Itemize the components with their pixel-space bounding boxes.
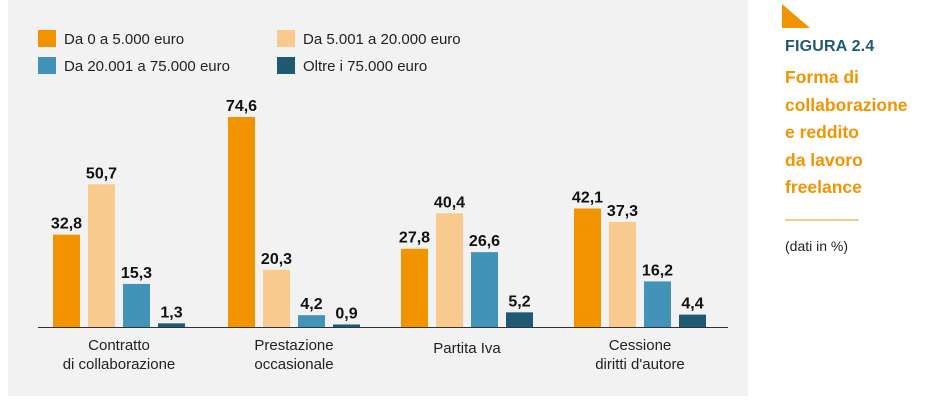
data-label: 74,6 — [226, 98, 257, 115]
data-label: 27,8 — [399, 230, 430, 247]
data-label: 37,3 — [607, 203, 638, 220]
figure-caption: FIGURA 2.4 Forma di collaborazione e red… — [782, 0, 940, 400]
data-label: 4,4 — [681, 296, 703, 313]
bar — [574, 208, 601, 327]
legend-swatch — [38, 30, 56, 47]
figure-title-line: freelance — [785, 177, 862, 197]
chart-panel: Da 0 a 5.000 euro Da 5.001 a 20.000 euro D… — [8, 0, 748, 396]
bar — [644, 281, 671, 327]
figure-title-line: collaborazione — [785, 94, 908, 115]
legend-swatch — [277, 57, 295, 74]
data-label: 32,8 — [51, 216, 82, 233]
legend-label: Da 0 a 5.000 euro — [64, 31, 184, 48]
bar — [123, 283, 150, 327]
bar — [88, 184, 115, 327]
bar-chart: Da 0 a 5.000 euro Da 5.001 a 20.000 euro D… — [38, 30, 728, 373]
bar — [158, 323, 185, 327]
bar — [53, 234, 80, 327]
data-label: 42,1 — [572, 189, 603, 206]
category-label: Prestazione — [254, 337, 333, 354]
data-label: 20,3 — [261, 251, 292, 268]
data-label: 50,7 — [86, 165, 117, 182]
bar — [436, 213, 463, 327]
divider — [785, 219, 859, 221]
bar — [228, 117, 255, 327]
data-label: 26,6 — [469, 233, 500, 250]
bar — [609, 222, 636, 327]
bar — [298, 315, 325, 327]
bar — [401, 248, 428, 327]
figure-title-line: Forma di — [785, 67, 859, 87]
category-label: di collaborazione — [63, 356, 176, 373]
legend-swatch — [38, 57, 56, 74]
bar — [263, 269, 290, 327]
legend-label: Oltre i 75.000 euro — [303, 58, 427, 75]
legend-swatch — [277, 30, 295, 47]
data-label: 16,2 — [642, 262, 673, 279]
figure-title-line: da lavoro — [785, 149, 863, 170]
data-label: 5,2 — [508, 293, 530, 310]
legend-label: Da 5.001 a 20.000 euro — [303, 31, 461, 48]
bar — [471, 252, 498, 327]
figure-label: FIGURA 2.4 — [785, 38, 875, 55]
bar — [333, 324, 360, 327]
category-label: Cessione — [609, 337, 672, 354]
category-label: Partita Iva — [433, 340, 501, 357]
figure-note: (dati in %) — [785, 238, 849, 254]
bar — [506, 312, 533, 327]
bar — [679, 314, 706, 327]
category-label: diritti d'autore — [595, 356, 685, 373]
data-label: 1,3 — [160, 304, 182, 321]
data-label: 15,3 — [121, 265, 152, 282]
legend-label: Da 20.001 a 75.000 euro — [64, 58, 230, 75]
figure-title: Forma di collaborazione e reddito da lav… — [785, 64, 940, 202]
category-label: Contratto — [88, 337, 150, 354]
figure-title-line: e reddito — [785, 122, 859, 142]
data-label: 4,2 — [300, 296, 322, 313]
data-label: 40,4 — [434, 194, 465, 211]
data-label: 0,9 — [335, 305, 357, 322]
category-label: occasionale — [254, 356, 333, 373]
triangle-marker-icon — [782, 4, 810, 28]
